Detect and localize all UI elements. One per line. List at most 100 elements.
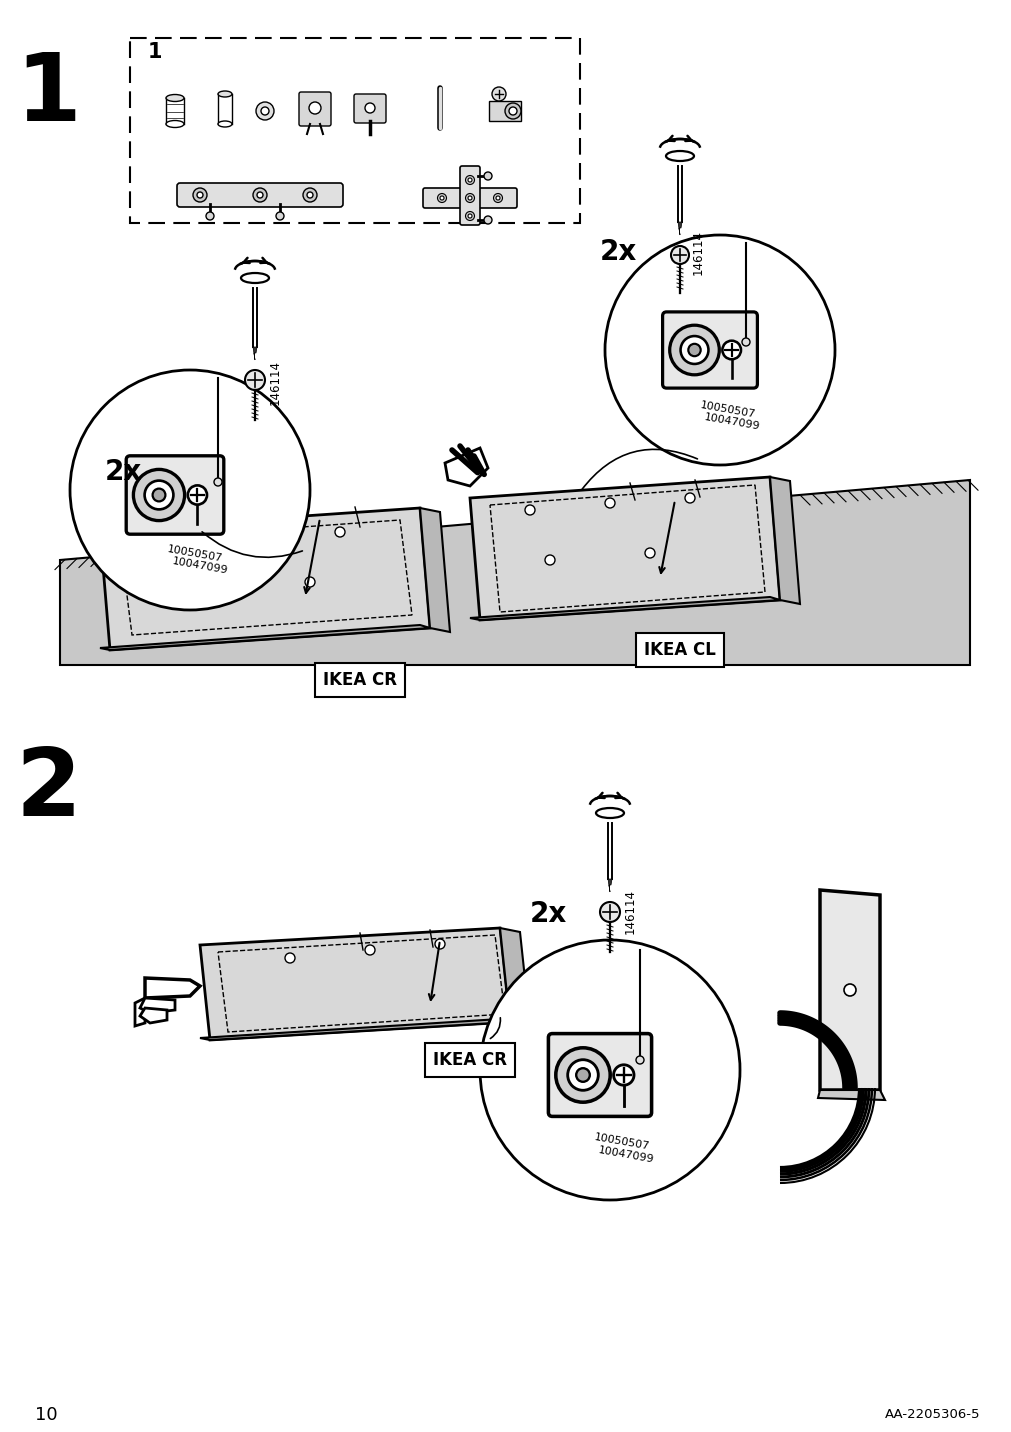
Bar [129, 39, 579, 223]
Circle shape [555, 1048, 610, 1103]
Circle shape [467, 196, 471, 200]
Circle shape [545, 556, 554, 566]
FancyBboxPatch shape [662, 312, 756, 388]
Circle shape [479, 939, 739, 1200]
Circle shape [600, 902, 620, 922]
Circle shape [145, 481, 173, 510]
Circle shape [257, 192, 263, 198]
Polygon shape [140, 1008, 167, 1022]
Text: 10047099: 10047099 [596, 1146, 654, 1166]
FancyBboxPatch shape [548, 1034, 651, 1117]
Circle shape [605, 235, 834, 465]
Circle shape [679, 337, 708, 364]
Text: 1: 1 [15, 49, 81, 140]
Circle shape [365, 103, 375, 113]
Circle shape [253, 188, 267, 202]
Text: IKEA CR: IKEA CR [323, 672, 396, 689]
Polygon shape [140, 998, 175, 1012]
Circle shape [670, 246, 688, 263]
Text: IKEA CL: IKEA CL [643, 642, 715, 659]
Ellipse shape [217, 120, 232, 127]
Circle shape [495, 196, 499, 200]
Circle shape [188, 485, 207, 504]
Circle shape [245, 369, 265, 390]
Circle shape [206, 212, 213, 221]
Polygon shape [253, 347, 257, 359]
Circle shape [213, 478, 221, 485]
Circle shape [465, 176, 474, 185]
Ellipse shape [241, 274, 269, 284]
Polygon shape [469, 597, 779, 620]
Circle shape [195, 586, 205, 596]
Circle shape [613, 1065, 633, 1085]
Circle shape [70, 369, 309, 610]
Circle shape [153, 488, 165, 501]
Polygon shape [200, 928, 510, 1040]
Circle shape [843, 984, 855, 997]
Polygon shape [469, 477, 779, 620]
Ellipse shape [665, 150, 694, 160]
Polygon shape [445, 448, 487, 485]
Circle shape [722, 341, 740, 359]
Circle shape [687, 344, 700, 357]
Circle shape [525, 505, 535, 516]
Text: 2x: 2x [105, 458, 143, 485]
Circle shape [435, 939, 445, 949]
Polygon shape [134, 998, 145, 1025]
Polygon shape [677, 222, 681, 235]
Circle shape [467, 178, 471, 182]
Text: 10050507: 10050507 [167, 544, 223, 564]
FancyBboxPatch shape [298, 92, 331, 126]
Circle shape [261, 107, 269, 115]
Circle shape [175, 540, 185, 550]
Circle shape [256, 102, 274, 120]
Circle shape [684, 493, 695, 503]
Ellipse shape [166, 120, 184, 127]
Text: 10050507: 10050507 [699, 401, 756, 420]
Polygon shape [420, 508, 450, 632]
Polygon shape [100, 624, 430, 650]
FancyBboxPatch shape [460, 166, 479, 225]
Circle shape [255, 533, 265, 543]
Circle shape [567, 1060, 598, 1090]
Ellipse shape [595, 808, 624, 818]
Text: 10050507: 10050507 [592, 1133, 650, 1151]
Text: 10047099: 10047099 [171, 557, 228, 576]
Circle shape [509, 107, 517, 115]
Text: 2: 2 [15, 745, 81, 836]
Circle shape [437, 193, 446, 202]
Circle shape [483, 172, 491, 180]
Polygon shape [817, 1090, 885, 1100]
Polygon shape [819, 891, 880, 1090]
Polygon shape [100, 508, 430, 650]
Ellipse shape [166, 95, 184, 102]
FancyBboxPatch shape [126, 455, 223, 534]
Circle shape [465, 193, 474, 202]
Circle shape [605, 498, 615, 508]
Circle shape [306, 192, 312, 198]
Polygon shape [200, 1020, 510, 1040]
Text: 146114: 146114 [691, 231, 704, 275]
Circle shape [741, 338, 749, 347]
Text: 2x: 2x [600, 238, 637, 266]
Circle shape [133, 470, 184, 521]
Circle shape [285, 954, 295, 962]
Circle shape [276, 212, 284, 221]
Text: 146114: 146114 [623, 889, 636, 934]
Circle shape [644, 548, 654, 558]
FancyBboxPatch shape [354, 95, 385, 123]
Circle shape [467, 213, 471, 218]
Circle shape [669, 325, 719, 375]
Circle shape [491, 87, 506, 102]
Circle shape [302, 188, 316, 202]
Circle shape [465, 212, 474, 221]
Polygon shape [60, 480, 969, 664]
Circle shape [483, 216, 491, 223]
Circle shape [635, 1055, 643, 1064]
Text: AA-2205306-5: AA-2205306-5 [884, 1409, 979, 1422]
Circle shape [308, 102, 320, 115]
Circle shape [365, 945, 375, 955]
Circle shape [193, 188, 207, 202]
Text: 10: 10 [35, 1406, 58, 1423]
Ellipse shape [217, 92, 232, 97]
